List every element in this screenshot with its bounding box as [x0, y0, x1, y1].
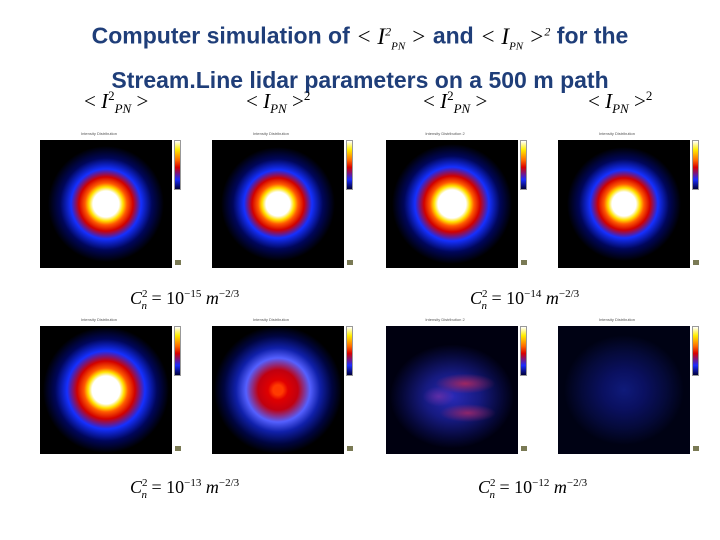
title-and: and	[432, 22, 474, 49]
panel-r2c4: Intensity Distribution	[542, 317, 710, 468]
panel-r2c1: Intensity Distribution	[24, 317, 192, 468]
panel-r1c2: Intensity Distribution	[196, 131, 364, 282]
colorbar	[520, 140, 527, 190]
panel-title: Intensity Distribution 2	[425, 131, 465, 136]
colorbar	[174, 140, 181, 190]
intensity-map	[558, 140, 690, 268]
panel-title: Intensity Distribution	[252, 131, 289, 136]
title-prefix: Computer simulation of	[91, 22, 350, 49]
nav-square-icon	[175, 260, 181, 265]
nav-square-icon	[521, 260, 527, 265]
nav-square-icon	[347, 260, 353, 265]
panel-r1c1: Intensity Distribution	[24, 131, 192, 282]
panel-title: Intensity Distribution	[80, 317, 117, 322]
nav-square-icon	[693, 446, 699, 451]
title-mean-sq: < I2PN >	[356, 23, 427, 53]
col-header-sq-mean-2: < IPN >2	[588, 88, 653, 117]
title-sq-mean: < IPN >2	[480, 23, 551, 53]
colorbar	[174, 326, 181, 376]
panel-title: Intensity Distribution	[598, 131, 635, 136]
nav-square-icon	[347, 446, 353, 451]
panel-title: Intensity Distribution 2	[425, 317, 465, 322]
intensity-map	[212, 326, 344, 454]
colorbar	[346, 140, 353, 190]
panel-title: Intensity Distribution	[252, 317, 289, 322]
intensity-map	[212, 140, 344, 268]
colorbar	[692, 326, 699, 376]
col-header-mean-sq-2: < I2PN >	[423, 88, 488, 117]
colorbar	[692, 140, 699, 190]
nav-square-icon	[693, 260, 699, 265]
colorbar	[520, 326, 527, 376]
intensity-map	[40, 140, 172, 268]
panel-r1c4: Intensity Distribution	[542, 131, 710, 282]
col-header-sq-mean-1: < IPN >2	[246, 88, 311, 117]
nav-square-icon	[521, 446, 527, 451]
title-suffix: for the	[556, 22, 629, 49]
panel-r1c3: Intensity Distribution 2	[370, 131, 538, 282]
colorbar	[346, 326, 353, 376]
intensity-map	[386, 140, 518, 268]
cn-label-1: C2n = 10−15 m−2/3	[130, 288, 240, 312]
col-header-mean-sq-1: < I2PN >	[84, 88, 149, 117]
intensity-map	[40, 326, 172, 454]
title-line-2: Stream.Line lidar parameters on a 500 m …	[111, 67, 609, 94]
intensity-map	[386, 326, 518, 454]
cn-label-2: C2n = 10−14 m−2/3	[470, 288, 580, 312]
intensity-map	[558, 326, 690, 454]
title-line-1: Computer simulation of < I2PN > and < IP…	[0, 14, 720, 63]
slide-title: Computer simulation of < I2PN > and < IP…	[0, 14, 720, 97]
panel-title: Intensity Distribution	[598, 317, 635, 322]
panel-r2c3: Intensity Distribution 2	[370, 317, 538, 468]
panel-title: Intensity Distribution	[80, 131, 117, 136]
panel-r2c2: Intensity Distribution	[196, 317, 364, 468]
cn-label-4: C2n = 10−12 m−2/3	[478, 477, 588, 501]
cn-label-3: C2n = 10−13 m−2/3	[130, 477, 240, 501]
nav-square-icon	[175, 446, 181, 451]
